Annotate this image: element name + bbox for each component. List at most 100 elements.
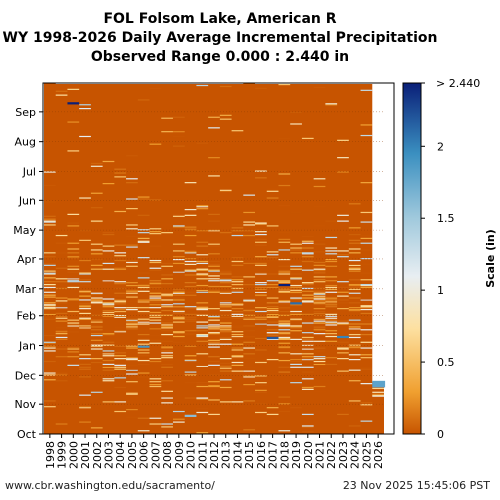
heatmap-cell xyxy=(231,357,244,359)
heatmap-cell xyxy=(126,261,138,264)
heatmap-event-cell xyxy=(137,345,150,348)
heatmap-cell xyxy=(172,297,185,299)
heatmap-cell xyxy=(266,311,279,314)
source-url[interactable]: www.cbr.washington.edu/sacramento/ xyxy=(5,479,215,492)
heatmap-cell xyxy=(184,320,197,322)
heatmap-cell xyxy=(90,165,103,167)
heatmap-cell xyxy=(313,321,326,323)
heatmap-cell xyxy=(290,284,302,287)
heatmap-cell xyxy=(231,361,244,364)
x-tick-label: 2012 xyxy=(208,441,221,469)
heatmap-cell xyxy=(67,323,80,325)
heatmap-cell xyxy=(243,370,256,372)
heatmap-cell xyxy=(313,276,326,278)
heatmap-cell xyxy=(325,260,338,263)
heatmap-cell xyxy=(149,259,162,262)
heatmap-cell xyxy=(137,287,150,290)
heatmap-cell xyxy=(325,284,338,287)
heatmap-cell xyxy=(196,142,209,144)
heatmap-cell xyxy=(313,327,326,329)
heatmap-cell xyxy=(290,298,302,300)
heatmap-cell xyxy=(348,327,361,329)
heatmap-cell xyxy=(278,265,291,267)
heatmap-cell xyxy=(79,239,91,241)
heatmap-cell xyxy=(114,366,127,368)
heatmap-cell xyxy=(44,347,56,349)
heatmap-cell xyxy=(290,348,302,350)
heatmap-cell xyxy=(278,338,291,340)
heatmap-cell xyxy=(278,352,291,354)
heatmap-cell xyxy=(102,363,115,365)
heatmap-cell xyxy=(348,344,361,346)
heatmap-cell xyxy=(348,358,361,361)
heatmap-cell xyxy=(184,301,197,303)
heatmap-cell xyxy=(137,300,150,302)
heatmap-cell xyxy=(184,330,197,332)
heatmap-cell xyxy=(219,284,232,287)
heatmap-cell xyxy=(301,300,314,302)
heatmap-cell xyxy=(337,215,349,217)
heatmap-cell xyxy=(44,305,56,307)
heatmap-cell xyxy=(44,256,56,258)
heatmap-cell xyxy=(90,300,103,302)
heatmap-cell xyxy=(325,250,338,252)
heatmap-cell xyxy=(243,318,256,320)
heatmap-cell xyxy=(149,245,162,247)
heatmap-cell xyxy=(325,335,338,338)
heatmap-cell xyxy=(161,304,173,306)
heatmap-cell xyxy=(231,227,244,229)
heatmap-cell xyxy=(313,298,326,300)
heatmap-cell xyxy=(161,296,173,298)
y-tick-label: May xyxy=(13,224,36,237)
heatmap-cell xyxy=(278,301,291,303)
heatmap-cell xyxy=(208,290,220,292)
heatmap-cell xyxy=(149,322,162,324)
heatmap-cell xyxy=(243,376,256,378)
heatmap-cell xyxy=(266,321,279,323)
heatmap-cell xyxy=(184,345,197,347)
heatmap-cell xyxy=(172,309,185,312)
heatmap-cell xyxy=(231,279,244,281)
heatmap-cell xyxy=(126,178,138,180)
heatmap-cell xyxy=(90,315,103,317)
heatmap-cell xyxy=(325,374,338,376)
heatmap-cell xyxy=(255,411,267,414)
heatmap-cell xyxy=(301,413,314,416)
heatmap-cell xyxy=(161,380,173,382)
heatmap-cell xyxy=(79,281,91,283)
heatmap-cell xyxy=(243,224,256,226)
heatmap-cell xyxy=(172,299,185,301)
generated-timestamp: 23 Nov 2025 15:45:06 PST xyxy=(342,479,490,492)
heatmap-cell xyxy=(196,411,209,414)
heatmap-cell xyxy=(44,215,56,217)
heatmap-cell xyxy=(44,220,56,222)
heatmap-cell xyxy=(184,313,197,315)
heatmap-cell xyxy=(243,347,256,349)
heatmap-cell xyxy=(243,299,256,301)
heatmap-cell xyxy=(301,242,314,244)
heatmap-cell xyxy=(126,296,138,298)
heatmap-cell xyxy=(184,374,197,376)
heatmap-cell xyxy=(172,135,185,138)
heatmap-cell xyxy=(149,328,162,330)
heatmap-cell xyxy=(325,276,338,278)
heatmap-cell xyxy=(102,333,115,335)
heatmap-cell xyxy=(161,359,173,362)
heatmap-cell xyxy=(102,312,115,315)
heatmap-cell xyxy=(137,307,150,309)
heatmap-cell xyxy=(79,104,91,106)
heatmap-cell xyxy=(301,332,314,334)
heatmap-cell xyxy=(278,307,291,309)
heatmap-cell xyxy=(301,269,314,271)
heatmap-cell xyxy=(219,296,232,298)
heatmap-cell xyxy=(137,363,150,365)
heatmap-cell xyxy=(161,347,173,349)
heatmap-cell xyxy=(231,264,244,266)
x-tick-label: 2021 xyxy=(314,441,327,469)
heatmap-cell xyxy=(79,366,91,368)
heatmap-cell xyxy=(313,310,326,313)
heatmap-cell xyxy=(90,301,103,303)
heatmap-cell xyxy=(90,293,103,295)
heatmap-cell xyxy=(161,423,173,425)
